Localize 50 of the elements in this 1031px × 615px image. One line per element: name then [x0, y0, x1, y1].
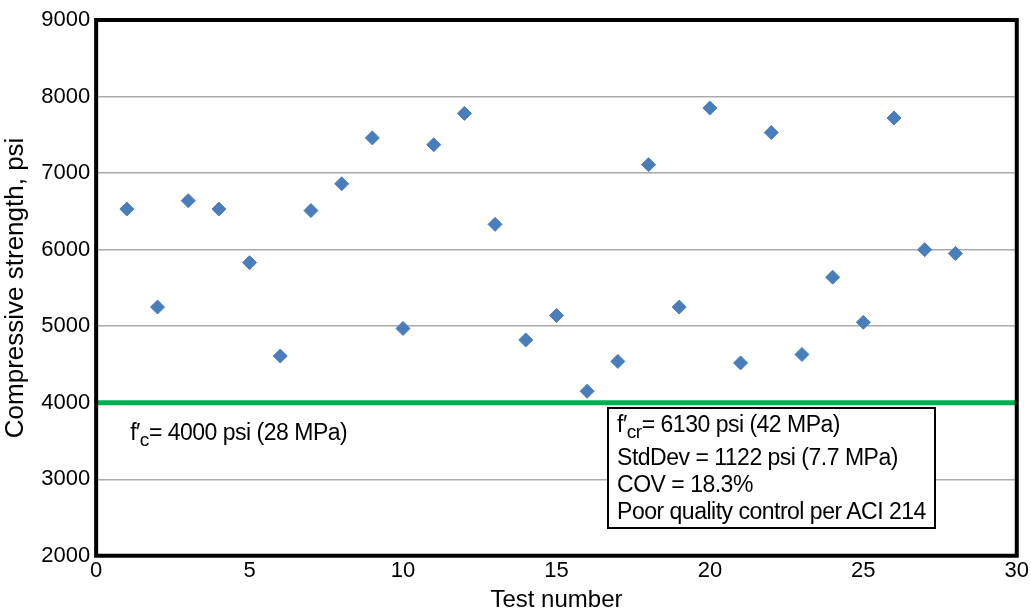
point — [180, 193, 196, 209]
point — [702, 100, 718, 116]
point — [364, 130, 380, 146]
point — [763, 125, 779, 141]
point — [917, 242, 933, 258]
point — [733, 355, 749, 371]
x-tick-label: 10 — [390, 557, 416, 583]
point — [855, 314, 871, 330]
point — [426, 137, 442, 153]
x-tick-label: 15 — [544, 557, 569, 583]
point — [119, 201, 135, 217]
y-tick-label: 4000 — [41, 388, 91, 414]
y-tick-label: 9000 — [41, 6, 91, 32]
point — [610, 353, 626, 369]
y-tick-label: 6000 — [41, 235, 91, 261]
x-axis-title: Test number — [490, 585, 623, 613]
y-tick-label: 5000 — [41, 312, 91, 338]
point — [395, 320, 411, 336]
point — [272, 348, 288, 364]
y-tick-label: 7000 — [41, 159, 91, 185]
annotation: f′$_{cr}$= 6130 psi (42 MPa) — [617, 410, 841, 444]
x-tick-label: 0 — [90, 557, 103, 583]
point — [518, 332, 534, 348]
point — [579, 383, 595, 399]
x-tick-label: 5 — [243, 557, 256, 583]
point — [211, 201, 227, 217]
x-tick-label: 25 — [851, 557, 876, 583]
y-tick-label: 3000 — [41, 465, 91, 491]
point — [641, 157, 657, 173]
annotation: StdDev = 1122 psi (7.7 MPa) — [617, 444, 899, 472]
point — [886, 110, 902, 126]
x-tick-label: 20 — [697, 557, 723, 583]
y-axis-title: Compressive strength, psi — [0, 137, 29, 439]
annotation: COV = 18.3% — [617, 471, 754, 499]
point — [794, 346, 810, 362]
point — [671, 299, 687, 315]
point — [456, 105, 472, 121]
annotation: Poor quality control per ACI 214 — [617, 498, 926, 526]
point — [242, 255, 258, 271]
point — [334, 176, 350, 192]
ref-line-label: f′$_{c}$= 4000 psi (28 MPa) — [130, 418, 348, 451]
y-tick-label: 2000 — [41, 541, 91, 567]
y-tick-label: 8000 — [41, 82, 91, 108]
point — [947, 245, 963, 261]
point — [487, 216, 503, 232]
point — [825, 269, 841, 285]
point — [548, 307, 564, 323]
point — [150, 299, 166, 315]
point — [303, 203, 319, 219]
x-tick-label: 30 — [1004, 557, 1030, 583]
